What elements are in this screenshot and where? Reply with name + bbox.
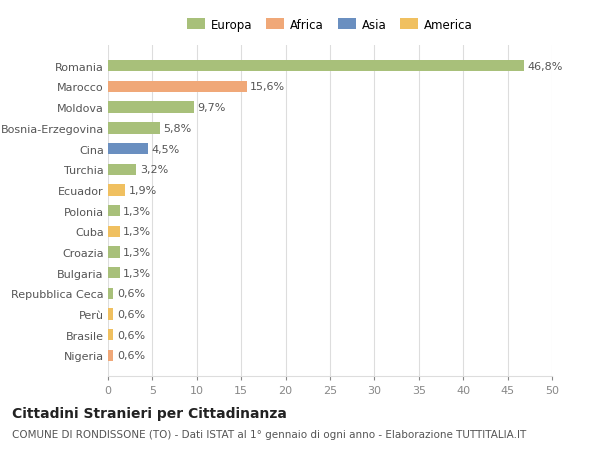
Bar [108, 206, 119, 217]
Bar [108, 102, 194, 113]
Text: 0,6%: 0,6% [117, 309, 145, 319]
Text: 1,3%: 1,3% [123, 247, 151, 257]
Text: 1,3%: 1,3% [123, 227, 151, 237]
Text: 46,8%: 46,8% [527, 62, 563, 72]
Bar [108, 350, 113, 361]
Bar [108, 247, 119, 258]
Bar [108, 82, 247, 93]
Text: 5,8%: 5,8% [163, 123, 191, 134]
Bar [108, 309, 113, 320]
Text: 1,3%: 1,3% [123, 268, 151, 278]
Text: 15,6%: 15,6% [250, 82, 285, 92]
Legend: Europa, Africa, Asia, America: Europa, Africa, Asia, America [187, 19, 473, 32]
Text: 9,7%: 9,7% [197, 103, 226, 113]
Text: 1,9%: 1,9% [128, 185, 157, 196]
Text: COMUNE DI RONDISSONE (TO) - Dati ISTAT al 1° gennaio di ogni anno - Elaborazione: COMUNE DI RONDISSONE (TO) - Dati ISTAT a… [12, 429, 526, 439]
Bar [108, 288, 113, 299]
Bar [108, 185, 125, 196]
Bar [108, 268, 119, 279]
Bar [108, 144, 148, 155]
Bar [108, 226, 119, 237]
Text: 4,5%: 4,5% [152, 144, 180, 154]
Bar [108, 330, 113, 341]
Bar [108, 123, 160, 134]
Bar [108, 61, 524, 72]
Text: 0,6%: 0,6% [117, 351, 145, 361]
Text: 0,6%: 0,6% [117, 289, 145, 299]
Bar [108, 164, 136, 175]
Text: 3,2%: 3,2% [140, 165, 168, 175]
Text: 0,6%: 0,6% [117, 330, 145, 340]
Text: Cittadini Stranieri per Cittadinanza: Cittadini Stranieri per Cittadinanza [12, 406, 287, 420]
Text: 1,3%: 1,3% [123, 206, 151, 216]
